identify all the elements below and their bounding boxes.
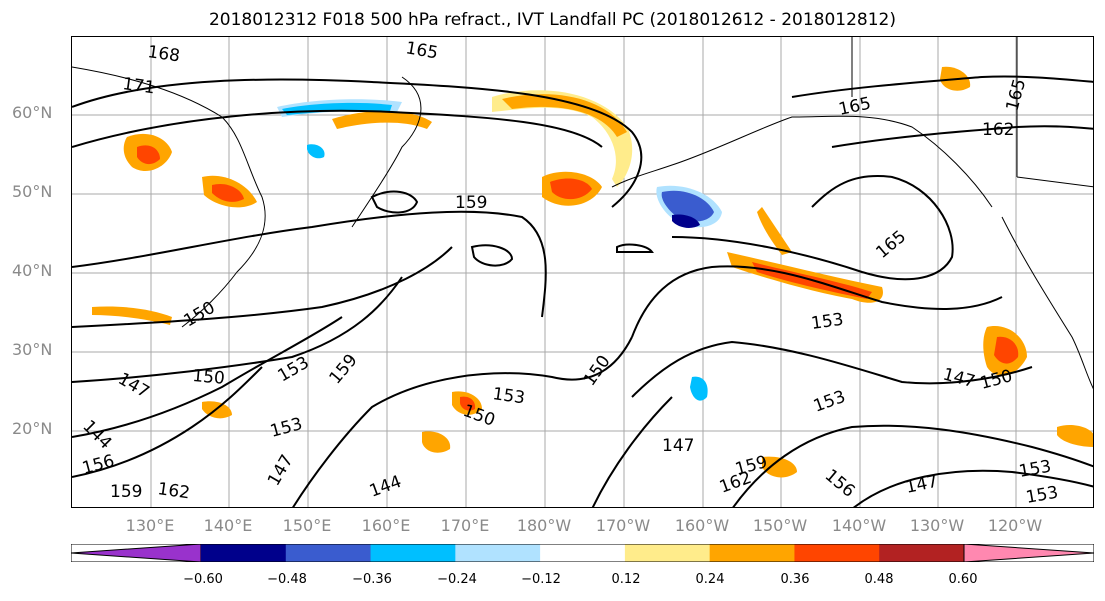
contour-label: 150 <box>978 366 1015 394</box>
colorbar-tick-label: −0.60 <box>183 572 223 587</box>
lon-label-180w: 180°W <box>516 516 572 535</box>
contour-label: 159 <box>733 452 770 480</box>
contour-label: 150 <box>580 352 615 390</box>
height-contours <box>72 75 1093 507</box>
contour-label: 168 <box>146 42 181 66</box>
colorbar-segments <box>71 544 1094 562</box>
colorbar-segment <box>201 544 287 562</box>
contour-label: 147 <box>904 472 940 498</box>
contour-label: 153 <box>268 414 305 442</box>
colorbar-segment <box>794 544 880 562</box>
colorbar-segment <box>879 544 965 562</box>
colorbar-segment <box>455 544 541 562</box>
contour-label: 165 <box>1003 77 1031 114</box>
colorbar-tick-label: 0.24 <box>695 572 725 587</box>
contour-label: 150 <box>192 366 226 389</box>
contour-label: 156 <box>80 451 117 479</box>
lat-label-30n: 30°N <box>12 340 53 359</box>
contour-label: 153 <box>810 310 845 334</box>
map-canvas: 168 171 165 165 165 162 159 165 153 147 … <box>72 37 1093 508</box>
lat-label-60n: 60°N <box>12 103 53 122</box>
lon-label-160w: 160°W <box>674 516 730 535</box>
lat-label-40n: 40°N <box>12 261 53 280</box>
lon-label-170e: 170°E <box>440 516 490 535</box>
lon-label-150e: 150°E <box>282 516 332 535</box>
contour-label: 159 <box>455 193 487 213</box>
lat-label-50n: 50°N <box>12 182 53 201</box>
contour-label: 165 <box>837 94 873 120</box>
contour-label: 171 <box>121 74 156 98</box>
colorbar-segment <box>370 544 456 562</box>
contour-label: 159 <box>326 350 362 388</box>
contour-label: 144 <box>78 416 115 453</box>
lon-label-120w: 120°W <box>987 516 1043 535</box>
colorbar-extend-high <box>963 544 1094 562</box>
lon-label-140e: 140°E <box>203 516 253 535</box>
map-panel: 168 171 165 165 165 162 159 165 153 147 … <box>71 36 1094 508</box>
contour-label: 153 <box>1024 483 1059 508</box>
figure-title: 2018012312 F018 500 hPa refract., IVT La… <box>208 10 896 30</box>
lon-label-140w: 140°W <box>831 516 887 535</box>
contour-label: 162 <box>982 120 1014 140</box>
contour-label: 153 <box>1017 457 1052 482</box>
colorbar-segment <box>624 544 711 562</box>
contour-label: 147 <box>662 436 694 456</box>
contour-label: 150 <box>181 298 219 332</box>
colorbar-tick-label: −0.36 <box>352 572 392 587</box>
coastlines <box>72 37 1093 390</box>
colorbar-extend-low <box>71 544 202 562</box>
shading-positive <box>92 66 1093 478</box>
contour-label: 165 <box>404 38 439 63</box>
colorbar-tick-label: 0.12 <box>611 572 641 587</box>
lon-label-150w: 150°W <box>752 516 808 535</box>
contour-label: 147 <box>941 365 978 393</box>
colorbar-tick-label: −0.24 <box>437 572 477 587</box>
colorbar <box>71 544 1094 562</box>
lon-label-170w: 170°W <box>595 516 651 535</box>
colorbar-segment <box>709 544 795 562</box>
colorbar-tick-label: 0.48 <box>864 572 894 587</box>
lon-label-130e: 130°E <box>125 516 175 535</box>
contour-label: 144 <box>367 472 404 502</box>
contour-label: 147 <box>115 369 153 403</box>
contour-label: 159 <box>110 482 142 502</box>
lat-label-20n: 20°N <box>12 419 53 438</box>
colorbar-tick-label: 0.60 <box>948 572 978 587</box>
colorbar-tick-label: −0.12 <box>521 572 561 587</box>
contour-label: 156 <box>821 466 859 502</box>
colorbar-segment <box>285 544 372 562</box>
colorbar-segment <box>540 544 626 562</box>
colorbar-tick-label: 0.36 <box>780 572 810 587</box>
contour-label: 153 <box>275 353 313 387</box>
contour-label: 162 <box>156 479 191 503</box>
contour-label: 153 <box>811 387 848 417</box>
lon-label-130w: 130°W <box>909 516 965 535</box>
contour-label: 147 <box>264 451 298 489</box>
contour-label: 165 <box>872 227 910 263</box>
colorbar-tick-label: −0.48 <box>267 572 307 587</box>
contour-label: 153 <box>491 384 526 408</box>
lon-label-160e: 160°E <box>361 516 411 535</box>
